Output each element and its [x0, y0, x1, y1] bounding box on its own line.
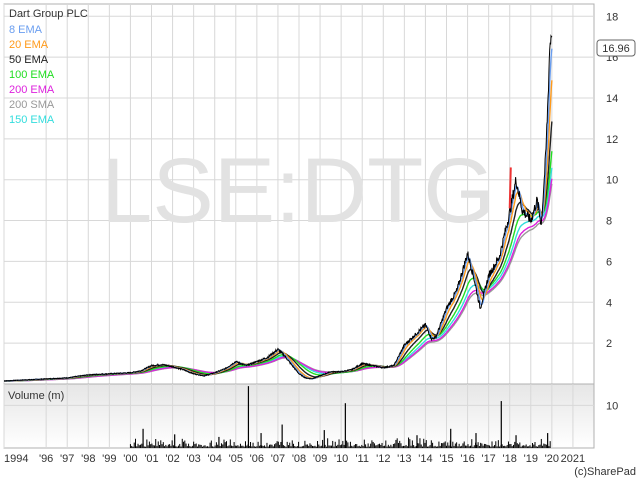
volume-y-axis: 10	[606, 400, 618, 412]
volume-bars	[129, 386, 551, 448]
x-tick-label: '04	[208, 453, 222, 465]
x-tick-label: '97	[60, 453, 74, 465]
last-price-badge: 16.96	[596, 39, 636, 57]
series-price	[4, 34, 553, 382]
x-tick-label: 1994	[4, 453, 28, 465]
x-tick-label: '14	[418, 453, 432, 465]
x-tick-label: '02	[165, 453, 179, 465]
volume-grid	[3, 384, 594, 448]
legend-item: 50 EMA	[9, 54, 49, 66]
price-y-tick-label: 2	[606, 338, 612, 350]
x-tick-label: '07	[271, 453, 285, 465]
x-tick-label: '17	[481, 453, 495, 465]
price-y-tick-label: 18	[606, 11, 618, 23]
x-tick-label: '13	[397, 453, 411, 465]
legend-item: 200 EMA	[9, 84, 55, 96]
x-axis: 1994 '96 '97 '98 '99 '00 '01 '02 '03 '04 '05 '06 '07…	[4, 453, 585, 465]
x-tick-label: '20	[545, 453, 559, 465]
x-tick-label: '19	[524, 453, 538, 465]
x-tick-label: '06	[250, 453, 264, 465]
x-tick-label: '08	[292, 453, 306, 465]
legend-item: 100 EMA	[9, 69, 55, 81]
legend-item: 20 EMA	[9, 39, 49, 51]
legend-item: 8 EMA	[9, 24, 43, 36]
x-tick-label: '96	[39, 453, 53, 465]
x-tick-label: '10	[334, 453, 348, 465]
last-price-label: 16.96	[602, 43, 630, 55]
price-y-tick-label: 10	[606, 175, 618, 187]
price-y-tick-label: 6	[606, 256, 612, 268]
price-series	[4, 34, 553, 382]
price-grid	[3, 4, 594, 384]
x-tick-label: '03	[186, 453, 200, 465]
price-y-tick-label: 14	[606, 93, 618, 105]
x-tick-label: '11	[355, 453, 369, 465]
series-highlight	[508, 167, 512, 209]
legend: Dart Group PLC 8 EMA 20 EMA 50 EMA 100 EMA 2…	[9, 8, 88, 126]
x-tick-label: '99	[102, 453, 116, 465]
watermark: LSE:DTG	[101, 140, 495, 242]
legend-item: 200 SMA	[9, 99, 55, 111]
copyright-label: (c)SharePad	[574, 466, 636, 478]
x-tick-label: '09	[313, 453, 327, 465]
legend-item: 150 EMA	[9, 114, 55, 126]
volume-y-tick-label: 10	[606, 400, 618, 412]
x-tick-label: '18	[503, 453, 517, 465]
price-y-tick-label: 8	[606, 216, 612, 228]
x-tick-label: '15	[439, 453, 453, 465]
x-tick-label: 2021	[561, 453, 585, 465]
chart-title: Dart Group PLC	[9, 8, 88, 20]
series-200-ema	[4, 178, 553, 382]
price-y-tick-label: 12	[606, 134, 618, 146]
x-tick-label: '00	[123, 453, 137, 465]
x-tick-label: '98	[81, 453, 95, 465]
x-tick-label: '05	[229, 453, 243, 465]
x-tick-label: '01	[144, 453, 158, 465]
volume-title: Volume (m)	[8, 390, 64, 402]
x-tick-label: '12	[376, 453, 390, 465]
price-y-tick-label: 4	[606, 297, 612, 309]
x-tick-label: '16	[460, 453, 474, 465]
